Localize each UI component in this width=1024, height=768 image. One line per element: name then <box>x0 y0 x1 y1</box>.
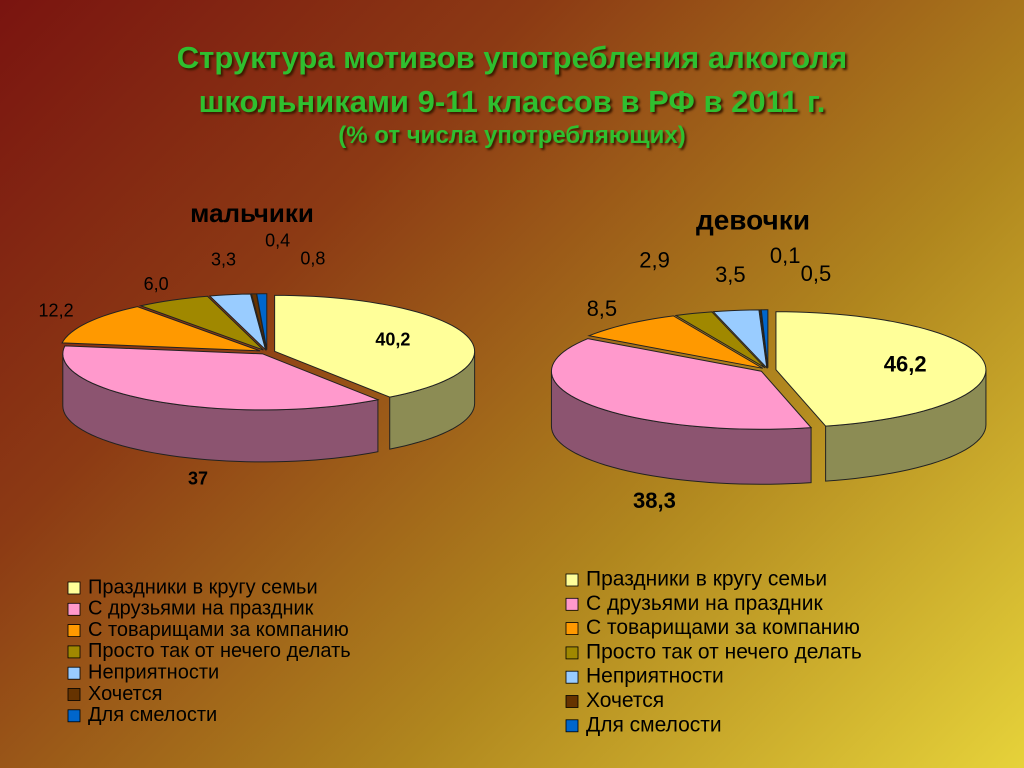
data-label: 12,2 <box>39 300 74 320</box>
legend-label: С товарищами за компанию <box>586 616 860 639</box>
legend-swatch <box>565 573 579 587</box>
pie-slice <box>274 294 476 398</box>
legend-swatch <box>565 695 579 708</box>
legend-label: Для смелости <box>586 713 722 736</box>
legend-label: Для смелости <box>88 704 217 726</box>
data-label: 8,5 <box>587 296 618 321</box>
data-label: 3,5 <box>715 262 746 287</box>
legend-swatch <box>565 670 579 684</box>
legend-label: Неприятности <box>586 665 724 688</box>
data-label: 0,1 <box>770 243 801 268</box>
pie-slice <box>550 338 813 430</box>
data-label: 37 <box>188 469 208 489</box>
legend-label: Просто так от нечего делать <box>586 640 862 663</box>
pie-slice <box>760 309 769 368</box>
legend-label: Хочется <box>586 689 664 712</box>
legend-swatch <box>67 709 81 723</box>
pie-slice <box>775 311 987 427</box>
slide-title: Структура мотивов употребления алкоголя … <box>0 36 1024 124</box>
legend-label: С друзьями на праздник <box>586 592 823 615</box>
legend-swatch <box>565 622 579 635</box>
legend-swatch <box>565 646 579 660</box>
legend-label: Хочется <box>88 683 162 705</box>
pie-slice <box>712 309 768 370</box>
legend-swatch <box>67 602 81 616</box>
legend-swatch <box>67 581 81 595</box>
pie-slice <box>138 295 264 351</box>
pie-slice <box>62 345 380 411</box>
pie-slice <box>208 293 267 352</box>
pie-title: мальчики <box>190 198 314 228</box>
pie-slice <box>587 315 764 369</box>
data-label: 0,8 <box>300 248 325 268</box>
legend-label: Праздники в кругу семьи <box>88 576 318 598</box>
data-label: 46,2 <box>884 351 927 376</box>
pie-title: девочки <box>696 204 810 235</box>
legend-label: С друзьями на праздник <box>88 598 314 620</box>
pie-slice <box>61 306 261 352</box>
data-label: 40,2 <box>375 330 410 350</box>
pie-slice <box>674 311 766 369</box>
title-line: школьниками 9-11 классов в РФ в 2011 г. <box>198 84 826 119</box>
slide-subtitle: (% от числа употребляющих) <box>338 122 686 149</box>
legend-swatch <box>67 688 81 701</box>
legend-swatch <box>67 624 81 637</box>
data-label: 0,5 <box>801 261 832 286</box>
data-label: 3,3 <box>211 250 236 270</box>
pie-tops <box>550 309 987 430</box>
legend-label: С товарищами за компанию <box>88 619 349 641</box>
pie-slice <box>256 293 268 350</box>
title-line: Структура мотивов употребления алкоголя <box>176 40 848 75</box>
legend-swatch <box>67 666 81 680</box>
legend-label: Неприятности <box>88 661 219 683</box>
data-label: 2,9 <box>639 247 670 272</box>
legend-swatch <box>565 719 579 733</box>
pie-tops <box>61 293 476 411</box>
legend-label: Праздники в кругу семьи <box>586 568 827 591</box>
data-label: 0,4 <box>265 231 290 251</box>
legend-label: Просто так от нечего делать <box>88 640 351 662</box>
data-label: 6,0 <box>144 274 169 294</box>
legend-swatch <box>565 597 579 611</box>
legend-swatch <box>67 645 81 659</box>
data-label: 38,3 <box>633 488 676 513</box>
